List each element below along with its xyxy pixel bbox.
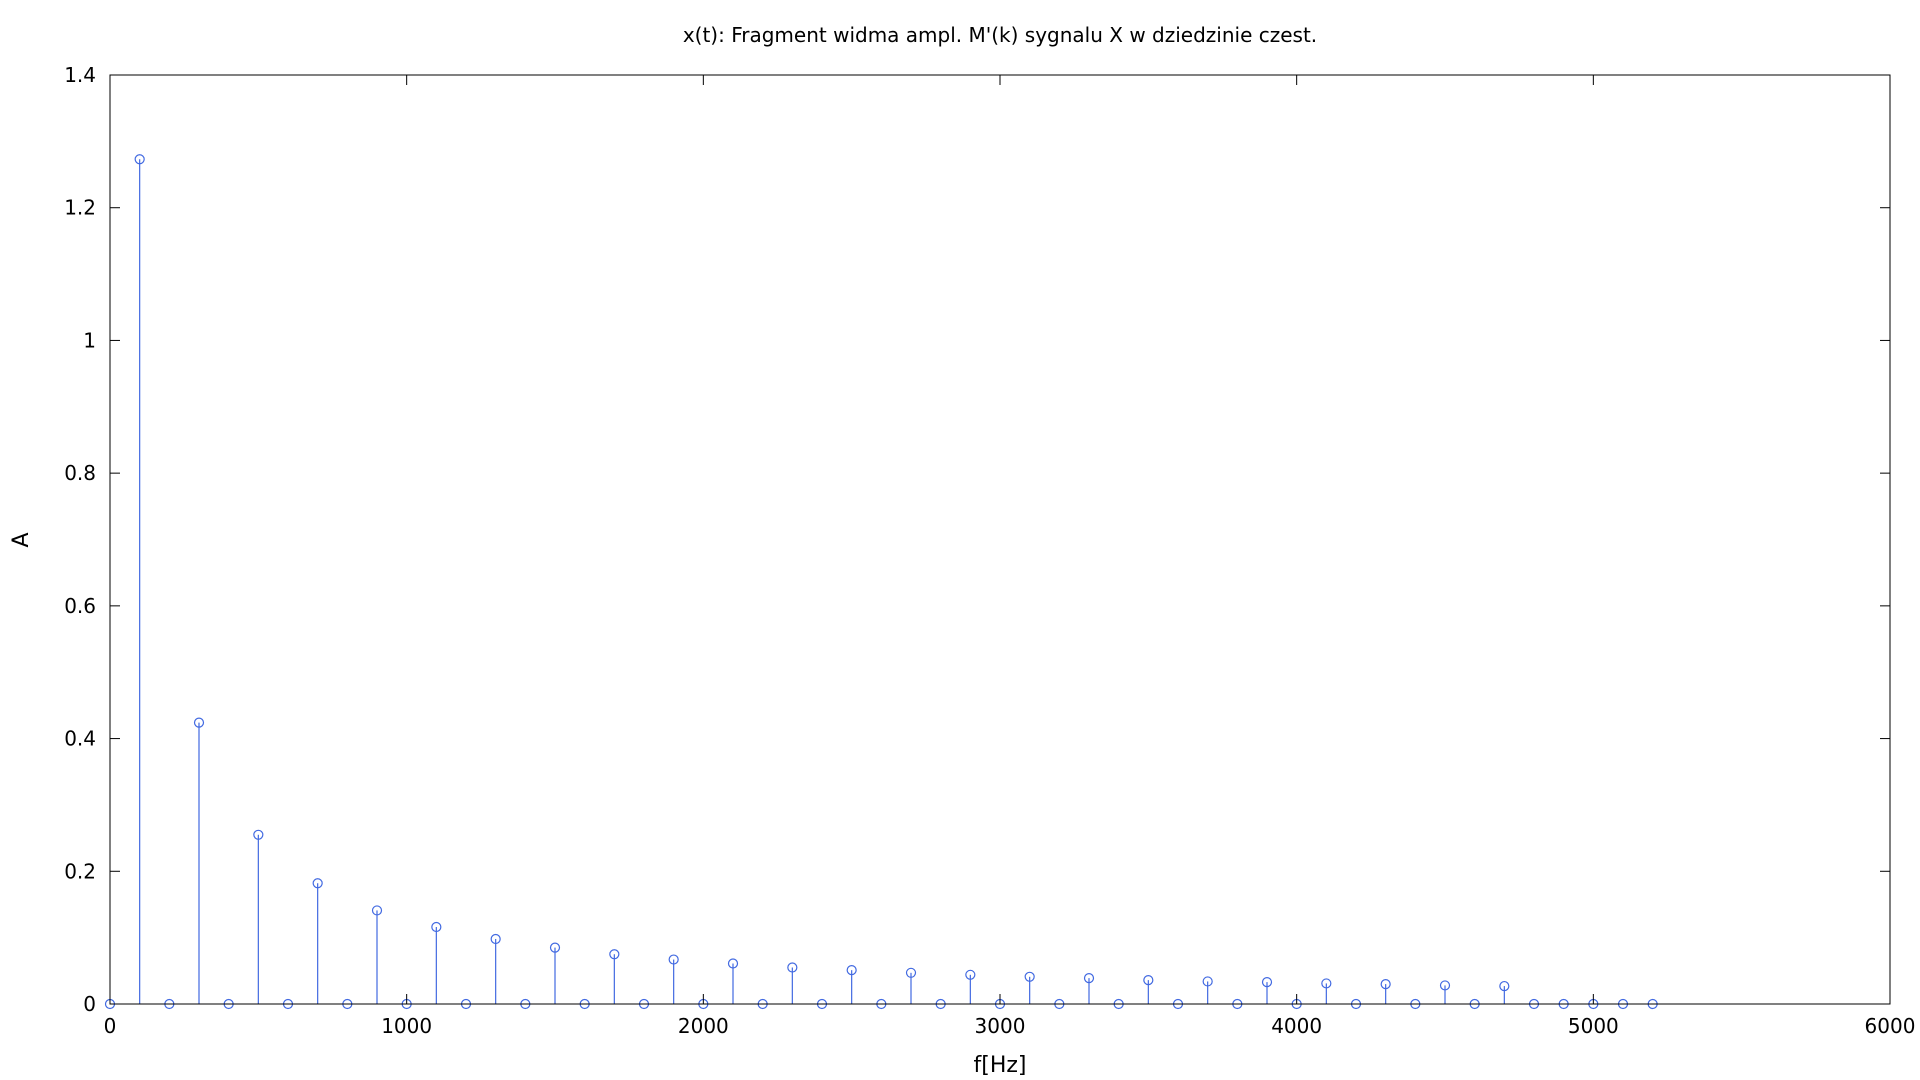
y-tick-label: 0.4 — [64, 727, 96, 751]
x-tick-label: 4000 — [1271, 1014, 1322, 1038]
stem-marker — [1202, 976, 1213, 987]
x-tick-label: 0 — [104, 1014, 117, 1038]
axis-tick-labels: 0 1000 2000 3000 4000 5000 6000 0 0.2 0.4 0.6 0.8 1 1… — [64, 63, 1915, 1038]
stem-marker — [1321, 978, 1332, 989]
stem-marker — [1261, 977, 1273, 988]
stem-marker — [490, 933, 501, 945]
stem-series — [104, 154, 1658, 1010]
stem-marker — [1083, 973, 1095, 984]
x-tick-label: 3000 — [975, 1014, 1026, 1038]
axis-ticks — [109, 74, 1891, 1005]
y-axis-label: A — [9, 532, 34, 547]
x-tick-label: 1000 — [381, 1014, 432, 1038]
stem-marker — [1439, 980, 1451, 991]
y-tick-label: 1.2 — [64, 196, 96, 220]
stem-marker — [609, 949, 620, 960]
stem-marker — [549, 942, 561, 953]
stem-marker — [846, 965, 857, 976]
stem-marker — [312, 878, 323, 889]
stem-marker — [1143, 975, 1154, 986]
stem-marker — [134, 154, 145, 165]
chart-title: x(t): Fragment widma ampl. M'(k) sygnalu… — [683, 23, 1317, 47]
stem-marker — [1499, 980, 1510, 992]
stem-marker — [787, 962, 798, 973]
y-tick-label: 1 — [83, 328, 96, 352]
x-tick-label: 5000 — [1568, 1014, 1619, 1038]
x-tick-label: 2000 — [678, 1014, 729, 1038]
y-tick-label: 0 — [83, 992, 96, 1016]
stem-marker — [1380, 978, 1391, 990]
stem-marker — [431, 921, 442, 933]
stem-marker — [905, 967, 917, 978]
stem-marker — [965, 969, 976, 980]
y-tick-label: 1.4 — [64, 63, 96, 87]
y-tick-label: 0.6 — [64, 594, 96, 618]
x-tick-label: 6000 — [1865, 1014, 1916, 1038]
stem-marker — [1024, 971, 1035, 982]
y-tick-label: 0.8 — [64, 461, 96, 485]
stem-marker — [193, 717, 205, 728]
stem-marker — [727, 958, 739, 969]
y-tick-label: 0.2 — [64, 859, 96, 883]
x-axis-label: f[Hz] — [973, 1053, 1026, 1078]
stem-marker — [371, 905, 383, 916]
stem-marker — [253, 829, 264, 840]
stem-marker — [668, 954, 679, 965]
